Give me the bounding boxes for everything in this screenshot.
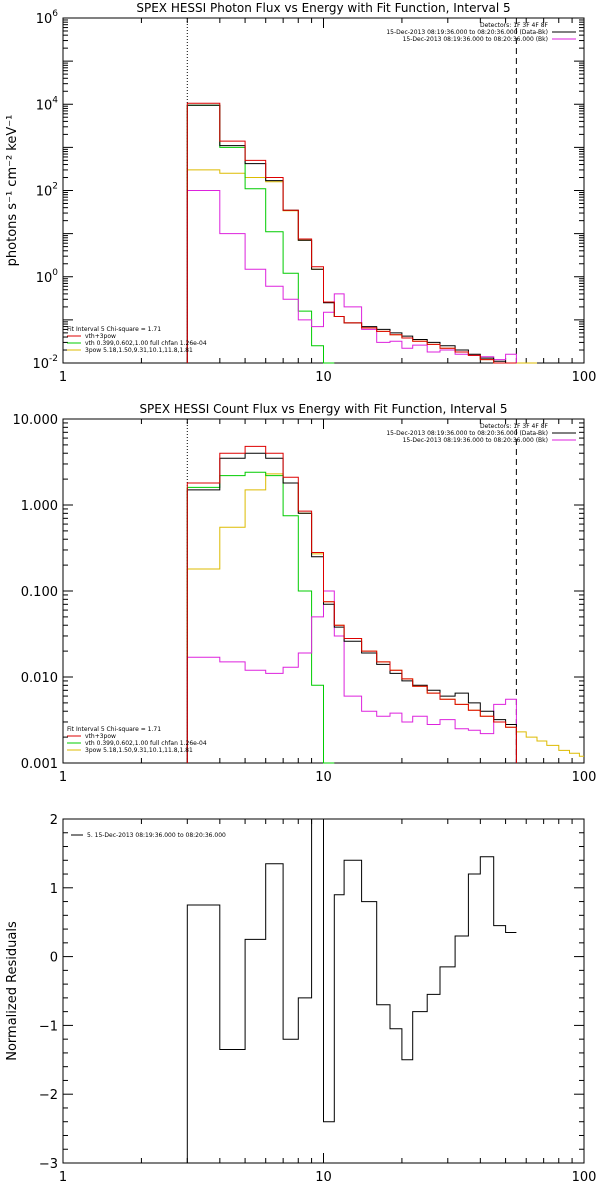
legend-right-entry: Detectors: 1F 3F 4F 8F: [480, 423, 549, 430]
legend-top-entry: 5. 15-Dec-2013 08:19:36.000 to 08:20:36.…: [87, 832, 226, 839]
legend-left-entry: vth 0.399,0.602,1.00 full chfan 1.26e-04: [85, 340, 207, 347]
y-tick-label: 102: [36, 182, 58, 200]
series-3-line: [186, 104, 335, 364]
legend-right-entry: 15-Dec-2013 08:19:36.000 to 08:20:36.000…: [386, 29, 548, 36]
y-tick-label: 104: [36, 95, 59, 113]
series-1-line: [186, 590, 517, 763]
y-tick-label: 0: [50, 951, 58, 966]
legend-left-entry: vth+3pow: [85, 733, 116, 740]
chart-title: SPEX HESSI Photon Flux vs Energy with Fi…: [136, 1, 510, 15]
legend-left-entry: vth+3pow: [85, 333, 116, 340]
legend-right-entry: Detectors: 1F 3F 4F 8F: [480, 22, 549, 29]
y-tick-label: 1.000: [21, 499, 58, 514]
legend-left-entry: Fit Interval 5 Chi-square = 1.71: [67, 326, 161, 333]
y-tick-label: 10-2: [32, 354, 58, 372]
series-1-line: [186, 190, 517, 363]
legend-left-entry: Fit Interval 5 Chi-square = 1.71: [67, 726, 161, 733]
series-2-line: [186, 102, 517, 364]
y-tick-label: 1: [50, 882, 58, 897]
legend-right-entry: 15-Dec-2013 08:19:36.000 to 08:20:36.000…: [403, 36, 548, 43]
series-2-line: [186, 445, 517, 763]
plot-frame: [62, 17, 585, 364]
x-tick-label: 10: [315, 770, 332, 785]
y-axis-label: Normalized Residuals: [5, 921, 20, 1061]
x-tick-label: 10: [315, 1170, 332, 1185]
y-tick-label: 0.010: [21, 671, 58, 686]
legend-left-entry: 3pow 5.18,1.50,9.31,10.1,11.8,1.81: [85, 347, 193, 354]
y-tick-label: −1: [39, 1019, 58, 1034]
series-3-line: [186, 471, 335, 764]
y-axis-label: photons s⁻¹ cm⁻² keV⁻¹: [5, 115, 20, 267]
y-tick-label: 0.001: [21, 757, 58, 772]
series-0-line: [186, 818, 517, 1163]
x-tick-label: 100: [572, 1170, 597, 1185]
legend-right-entry: 15-Dec-2013 08:19:36.000 to 08:20:36.000…: [386, 430, 548, 437]
series-0-line: [186, 452, 517, 763]
y-tick-label: 106: [36, 9, 59, 27]
y-tick-label: −3: [39, 1157, 58, 1172]
x-tick-label: 1: [59, 370, 67, 385]
legend-right-entry: 15-Dec-2013 08:19:36.000 to 08:20:36.000…: [403, 437, 548, 444]
panel-photon: SPEX HESSI Photon Flux vs Energy with Fi…: [5, 1, 596, 385]
y-tick-label: −2: [39, 1088, 58, 1103]
y-tick-label: 10.000: [13, 413, 59, 428]
panel-resid: 1 10 100 −3 −2 −1 0 1 2 Normalized Residuals 5. 15…: [5, 813, 596, 1185]
series-4-line: [186, 169, 537, 364]
panel-count: SPEX HESSI Count Flux vs Energy with Fit…: [13, 402, 597, 785]
legend-left-entry: vth 0.399,0.602,1.00 full chfan 1.26e-04: [85, 740, 207, 747]
y-tick-label: 2: [50, 813, 58, 828]
chart-title: SPEX HESSI Count Flux vs Energy with Fit…: [139, 402, 507, 416]
x-tick-label: 1: [59, 770, 67, 785]
legend-left-entry: 3pow 5.18,1.50,9.31,10.1,11.8,1.81: [85, 747, 193, 754]
x-tick-label: 100: [572, 370, 597, 385]
y-tick-label: 0.100: [21, 585, 58, 600]
x-tick-label: 100: [572, 770, 597, 785]
series-4-line: [186, 473, 584, 763]
y-tick-label: 100: [36, 268, 59, 286]
x-tick-label: 10: [315, 370, 332, 385]
x-tick-label: 1: [59, 1170, 67, 1185]
